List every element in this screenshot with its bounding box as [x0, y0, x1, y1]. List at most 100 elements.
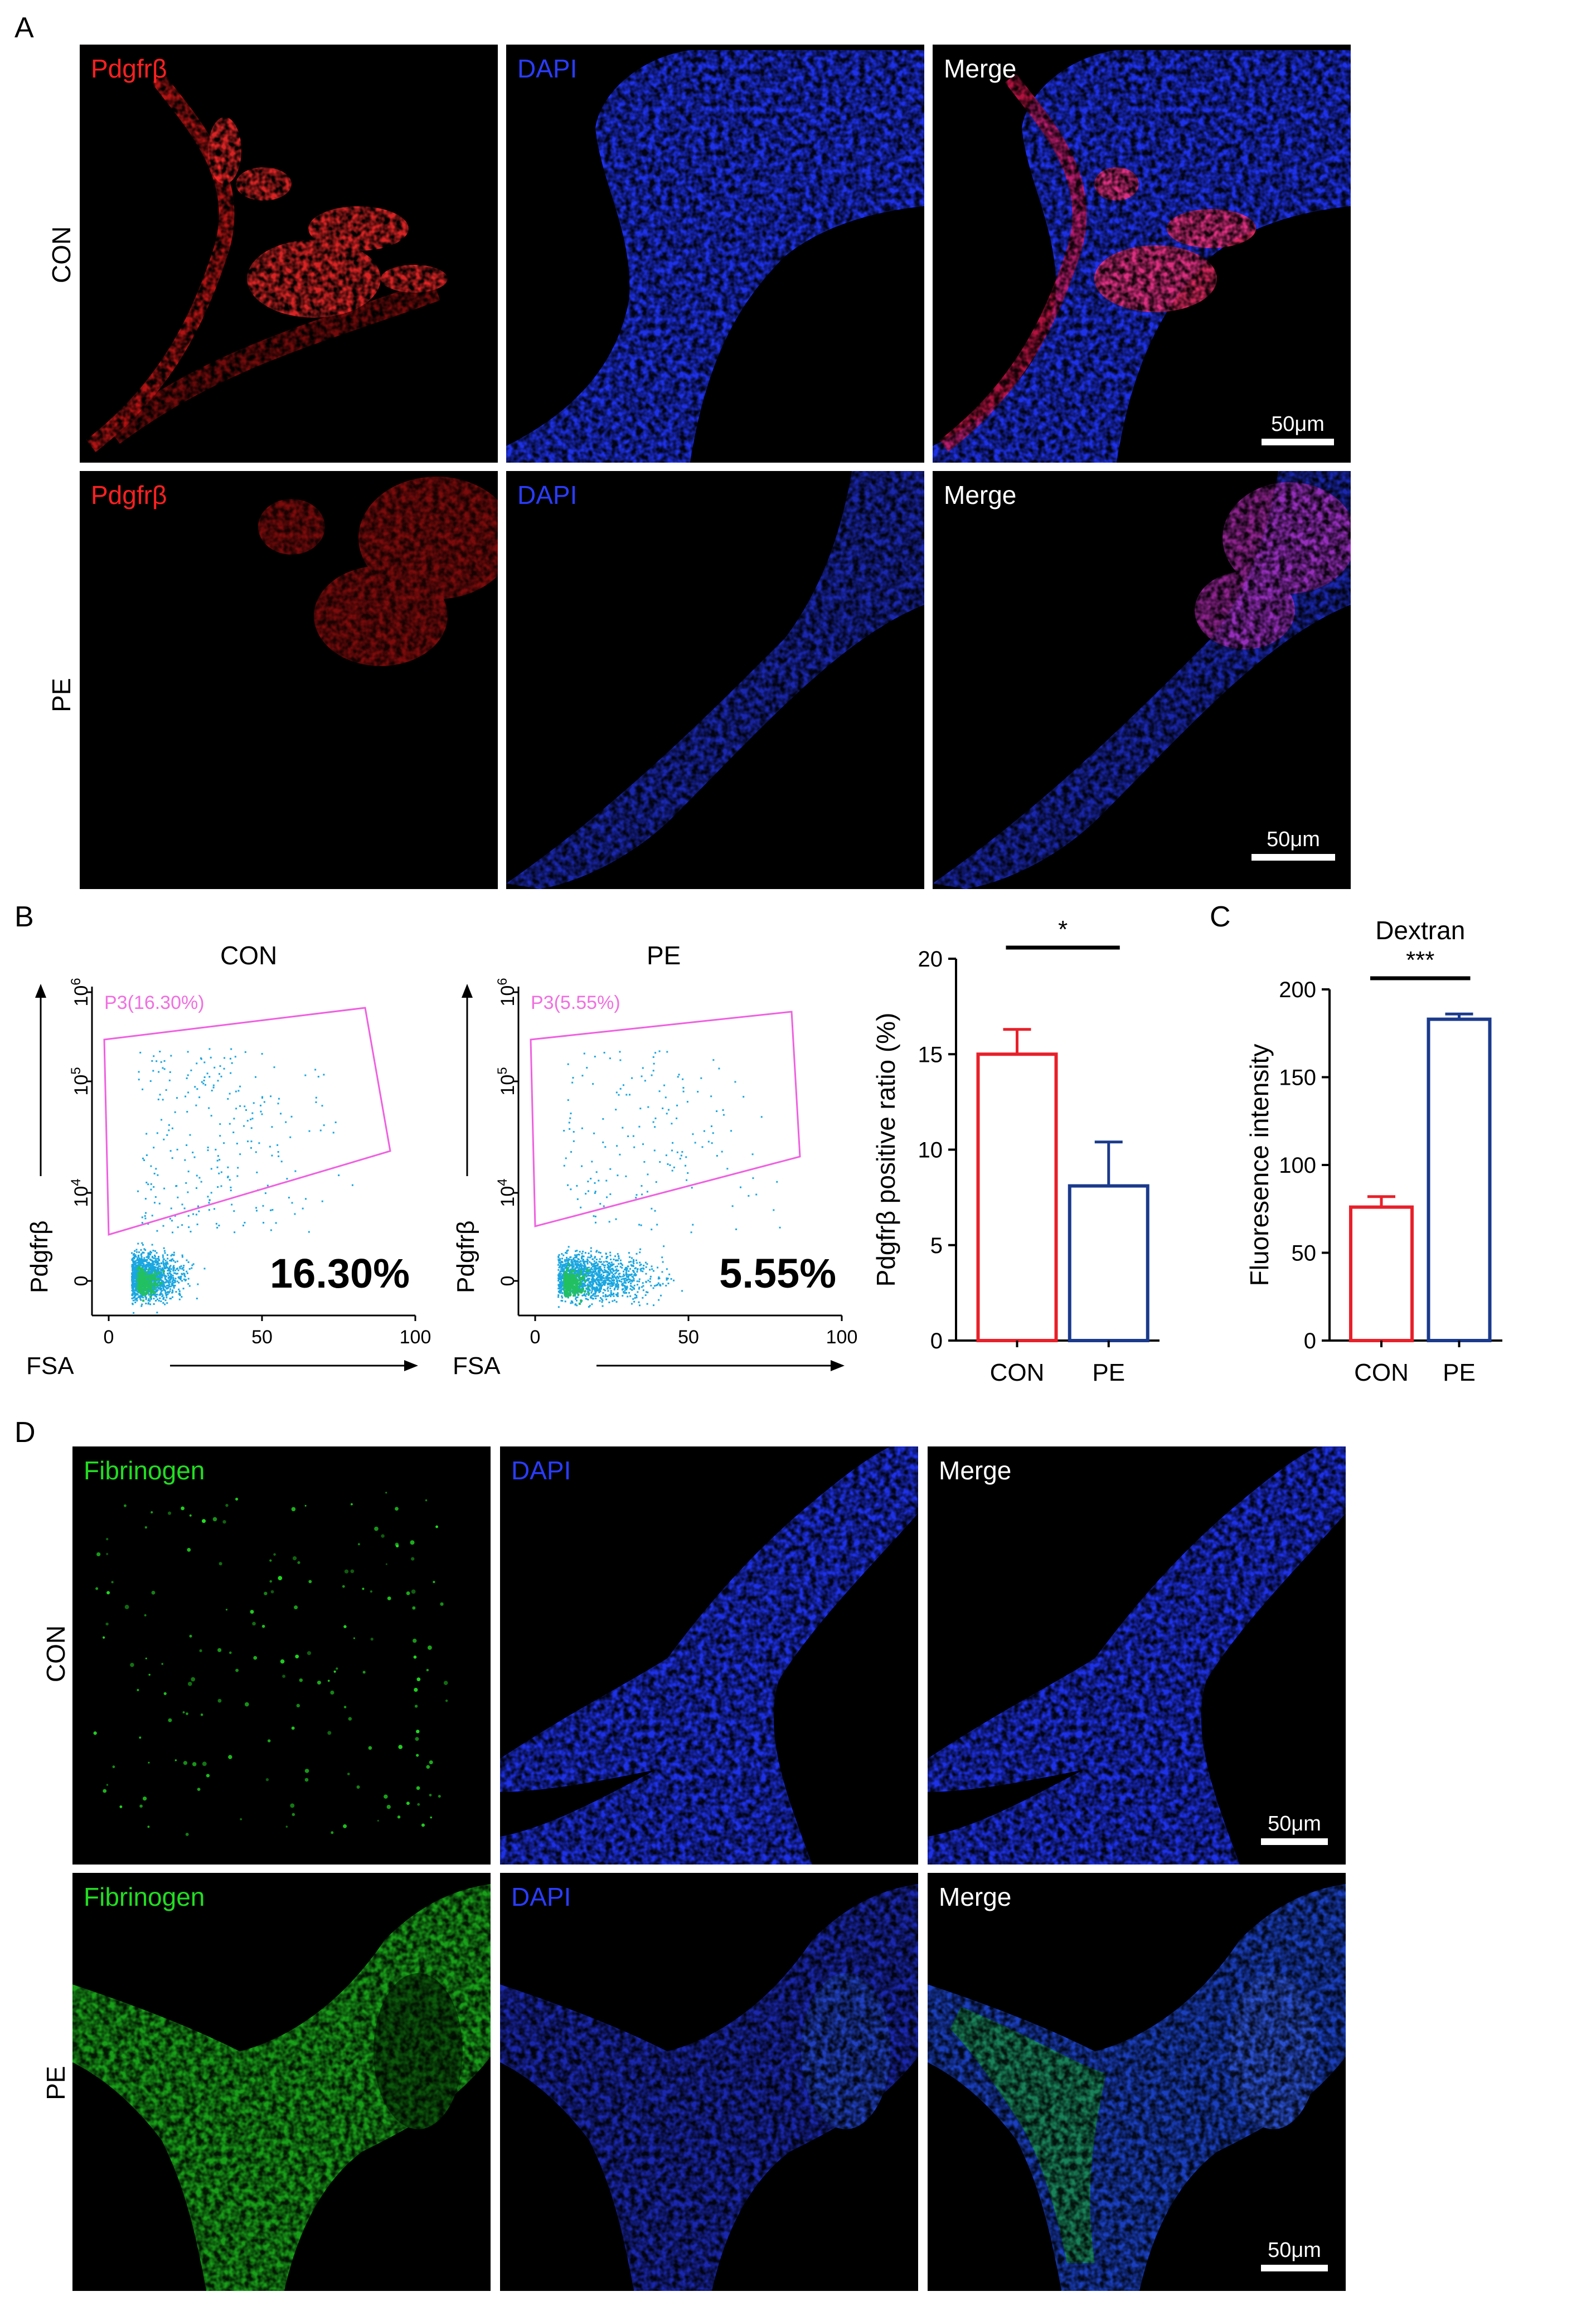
scatter-point	[148, 1270, 150, 1273]
scatter-point	[583, 1269, 585, 1271]
scatter-point	[143, 1281, 145, 1284]
scatter-point	[629, 1094, 631, 1096]
scatter-point	[192, 1213, 195, 1215]
scatter-point	[567, 1289, 569, 1291]
scatter-point	[133, 1280, 135, 1282]
scatter-point	[166, 1261, 168, 1263]
fibrinogen-speck	[163, 1692, 167, 1695]
scatter-point-dense	[139, 1268, 142, 1270]
scatter-point	[596, 1286, 598, 1289]
scatter-point	[143, 1268, 145, 1270]
scatter-point	[560, 1284, 562, 1286]
scatter-point-dense	[569, 1288, 571, 1291]
scatter-point	[567, 1099, 569, 1101]
scatter-point	[158, 1286, 160, 1289]
x-tick-label: CON	[990, 1359, 1045, 1386]
scatter-point-dense	[566, 1268, 569, 1271]
scatter-point	[132, 1280, 134, 1282]
scatter-point	[567, 1280, 570, 1282]
scatter-point	[191, 1267, 193, 1269]
scatter-point	[186, 1272, 188, 1274]
scatter-point	[139, 1278, 141, 1280]
scatter-point	[636, 1194, 638, 1196]
scatter-point	[580, 1281, 582, 1284]
scatter-point	[565, 1280, 567, 1282]
scatter-point	[155, 1168, 157, 1170]
scatter-point	[176, 1185, 178, 1187]
scatter-point	[594, 1293, 596, 1295]
scatter-point	[138, 1280, 140, 1282]
scatter-point	[135, 1275, 137, 1277]
scatter-point	[133, 1261, 135, 1264]
scatter-point-dense	[145, 1284, 148, 1286]
scatter-point	[132, 1303, 134, 1305]
scatter-point	[636, 1294, 638, 1297]
scatter-point	[231, 1203, 233, 1206]
scatter-point	[563, 1280, 565, 1282]
scatter-point	[638, 1304, 641, 1307]
scatter-point	[577, 1265, 579, 1267]
scatter-point	[153, 1274, 156, 1276]
scatter-point	[147, 1271, 149, 1273]
scatter-point	[619, 1280, 621, 1283]
scatter-point	[626, 1285, 628, 1288]
scatter-point	[142, 1251, 144, 1254]
scatter-point	[571, 1263, 573, 1265]
scatter-point	[133, 1275, 135, 1277]
scatter-point	[607, 1295, 609, 1298]
scatter-point	[595, 1251, 598, 1253]
scatter-point	[589, 1270, 591, 1273]
scatter-point	[557, 1274, 560, 1276]
scatter-point	[584, 1294, 586, 1297]
scatter-point-dense	[571, 1279, 574, 1282]
scatter-point	[580, 1290, 583, 1293]
scatter-point	[570, 1279, 572, 1281]
scatter-point	[157, 1271, 159, 1273]
scatter-point-dense	[140, 1290, 143, 1293]
scatter-point	[590, 1296, 592, 1298]
scatter-point	[144, 1273, 146, 1275]
scatter-point	[631, 1077, 633, 1079]
scatter-point	[618, 1273, 620, 1275]
scatter-point	[586, 1273, 588, 1275]
scatter-point	[169, 1276, 171, 1278]
scatter-point	[139, 1270, 142, 1272]
scatter-point-dense	[569, 1282, 572, 1285]
scatter-point-dense	[565, 1280, 567, 1283]
fibrinogen-speck	[412, 1606, 416, 1610]
scatter-point	[570, 1268, 572, 1270]
scatter-point	[629, 1280, 631, 1283]
scatter-point-dense	[143, 1278, 145, 1281]
scatter-point	[587, 1273, 589, 1275]
scatter-point	[152, 1285, 154, 1287]
scatter-point	[636, 1259, 638, 1261]
scatter-point	[624, 1280, 626, 1282]
scatter-point	[615, 1271, 617, 1274]
scatter-point-dense	[151, 1283, 154, 1286]
scatter-point-dense	[563, 1274, 566, 1276]
scatter-point	[700, 1077, 702, 1079]
fibrinogen-speck	[139, 1804, 143, 1808]
scatter-point	[568, 1286, 570, 1289]
scatter-point	[614, 1255, 617, 1258]
scatter-point-dense	[572, 1281, 575, 1284]
y-tick-exponent: 6	[495, 978, 510, 985]
scatter-point	[147, 1284, 149, 1286]
scatter-point-dense	[152, 1278, 155, 1280]
scatter-point	[139, 1280, 142, 1282]
scatter-point	[633, 1274, 636, 1276]
scatter-point	[617, 1288, 619, 1290]
scatter-point	[605, 1277, 607, 1279]
scatter-point	[137, 1288, 139, 1290]
scatter-point	[132, 1267, 134, 1269]
scatter-point	[144, 1289, 147, 1292]
scatter-point	[590, 1297, 593, 1299]
scatter-point	[567, 1264, 569, 1266]
scatter-point	[567, 1290, 569, 1292]
scatter-point	[162, 1285, 164, 1287]
scatter-point-dense	[138, 1274, 141, 1277]
scatter-point	[561, 1277, 564, 1279]
scatter-point	[159, 1288, 162, 1290]
scatter-point	[574, 1279, 576, 1281]
scatter-point	[666, 1051, 668, 1053]
